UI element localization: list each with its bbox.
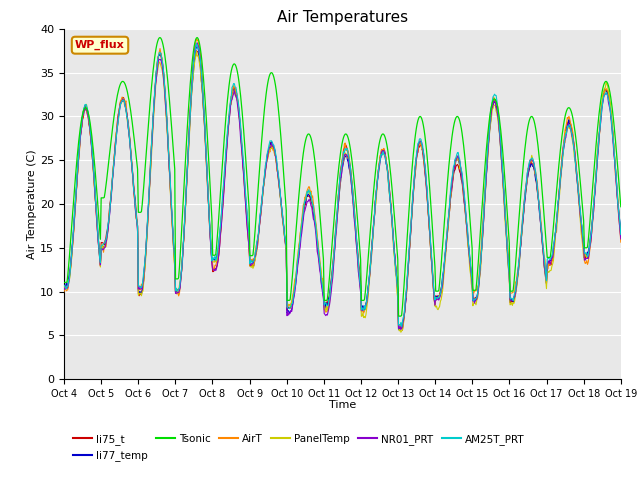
Y-axis label: Air Temperature (C): Air Temperature (C) (28, 149, 37, 259)
X-axis label: Time: Time (329, 400, 356, 410)
Text: WP_flux: WP_flux (75, 40, 125, 50)
Title: Air Temperatures: Air Temperatures (277, 10, 408, 25)
Legend: li75_t, li77_temp, Tsonic, AirT, PanelTemp, NR01_PRT, AM25T_PRT: li75_t, li77_temp, Tsonic, AirT, PanelTe… (69, 430, 529, 465)
